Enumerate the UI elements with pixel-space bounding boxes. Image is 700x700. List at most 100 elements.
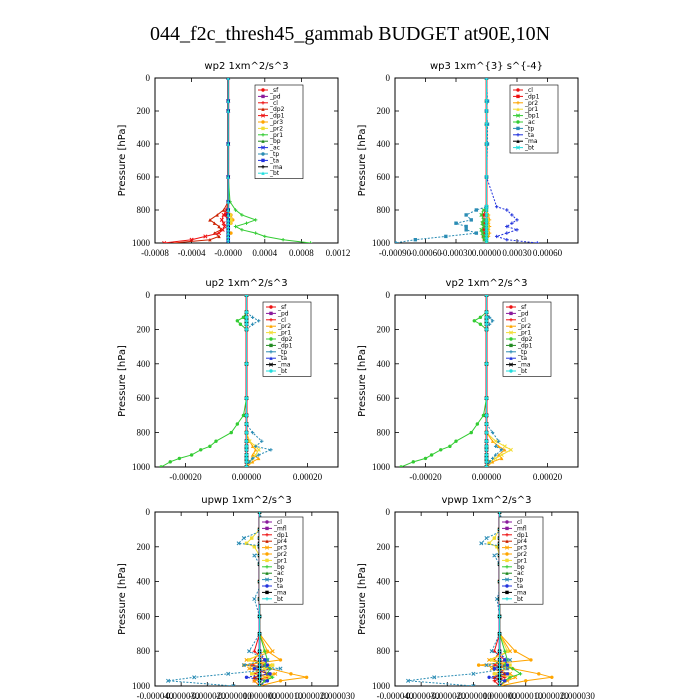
y-tick-label: 1000 [372, 238, 391, 248]
data-point [497, 632, 502, 636]
data-point [214, 439, 218, 443]
x-tick-label: -0.00090 [379, 248, 412, 258]
legend-entry: _mfl [273, 525, 287, 532]
data-point [497, 649, 502, 653]
data-point [226, 238, 230, 242]
y-tick-label: 600 [377, 393, 391, 403]
data-point [413, 238, 418, 242]
legend-marker [505, 565, 509, 569]
data-point [257, 649, 262, 653]
legend-entry: _ta [277, 355, 287, 362]
series-group [162, 78, 313, 243]
legend-entry: _sf [269, 87, 279, 94]
data-point [177, 456, 182, 461]
legend-marker [269, 356, 273, 360]
data-point [247, 666, 252, 671]
data-point [478, 322, 483, 326]
data-point [481, 213, 486, 217]
data-point [492, 553, 497, 558]
legend-entry: _ta [517, 355, 527, 362]
data-point [484, 439, 489, 443]
legend-entry: _pr2 [273, 551, 287, 558]
panel-5: upwp 1xm^2/s^3 Pressure [hPa] 0 200 400 600 80… [117, 495, 355, 700]
data-point [484, 319, 489, 323]
data-point [278, 679, 283, 683]
legend-entry: _cl [524, 87, 533, 94]
data-point [478, 315, 483, 320]
data-point [529, 658, 533, 662]
data-point [492, 672, 497, 676]
y-axis-label: Pressure [hPa] [117, 563, 128, 635]
legend-marker [508, 330, 514, 335]
legend-marker [515, 145, 521, 150]
legend-entry: _tp [269, 151, 279, 158]
data-point [508, 447, 513, 452]
data-point [484, 204, 489, 209]
legend-marker [516, 120, 520, 124]
data-point [423, 456, 428, 461]
legend-entry: _pr3 [513, 545, 527, 552]
legend-entry: _cl [277, 317, 286, 324]
data-point [270, 663, 275, 667]
data-point [226, 213, 230, 217]
legend-marker [516, 107, 520, 111]
data-point [505, 649, 510, 653]
y-tick-label: 400 [377, 139, 391, 149]
data-point [192, 675, 197, 680]
y-tick-label: 0 [386, 290, 391, 300]
data-point [244, 362, 249, 366]
data-point [226, 200, 230, 204]
plot-frame [154, 511, 339, 687]
panel-1: wp2 1xm^2/s^3 Pressure [hPa] 0 200 400 600 800… [117, 61, 350, 258]
data-point [487, 675, 491, 679]
legend-entry: _pr1 [513, 557, 527, 564]
data-point [471, 671, 476, 676]
legend-entry: _dp1 [517, 342, 533, 349]
legend-entry: _pr2 [277, 323, 291, 330]
data-point [484, 207, 489, 213]
legend-marker [261, 126, 265, 131]
legend-entry: _ma [269, 164, 283, 171]
data-point [208, 444, 212, 449]
legend-marker [268, 362, 274, 367]
legend-entry: _bt [513, 596, 524, 603]
legend-entry: _dp1 [273, 532, 289, 539]
data-point [507, 657, 513, 662]
legend-marker [261, 171, 265, 175]
panel-title: vpwp 1xm^2/s^3 [441, 495, 531, 506]
legend-entry: _bt [517, 368, 528, 375]
data-point [479, 227, 484, 232]
legend-entry: _pr2 [517, 323, 531, 330]
data-point [503, 448, 507, 452]
x-tick-label: 0.00000 [472, 472, 502, 482]
x-tick-label: -0.00020 [409, 472, 442, 482]
data-point [233, 208, 238, 212]
x-tick-label: -0.00030 [440, 248, 473, 258]
data-point [244, 541, 249, 546]
legend-marker [509, 324, 513, 328]
data-point [257, 672, 262, 676]
data-point [550, 675, 554, 679]
data-point [481, 221, 486, 225]
data-point [208, 218, 212, 222]
data-point [484, 99, 489, 104]
legend-marker [505, 590, 509, 595]
data-point [208, 238, 212, 242]
data-point [263, 666, 267, 671]
data-point [510, 213, 514, 217]
data-point [489, 649, 494, 654]
data-point [244, 439, 249, 443]
data-point [226, 224, 230, 229]
data-point [233, 224, 238, 229]
x-tick-label: 0.000030 [321, 691, 355, 700]
legend-marker [505, 520, 509, 524]
data-point [250, 453, 255, 457]
data-point [252, 666, 257, 671]
data-point [474, 208, 479, 212]
legend-marker [265, 539, 269, 543]
data-point [244, 327, 249, 332]
plot-frame [394, 511, 579, 687]
data-point [484, 237, 489, 242]
data-point [490, 658, 494, 662]
